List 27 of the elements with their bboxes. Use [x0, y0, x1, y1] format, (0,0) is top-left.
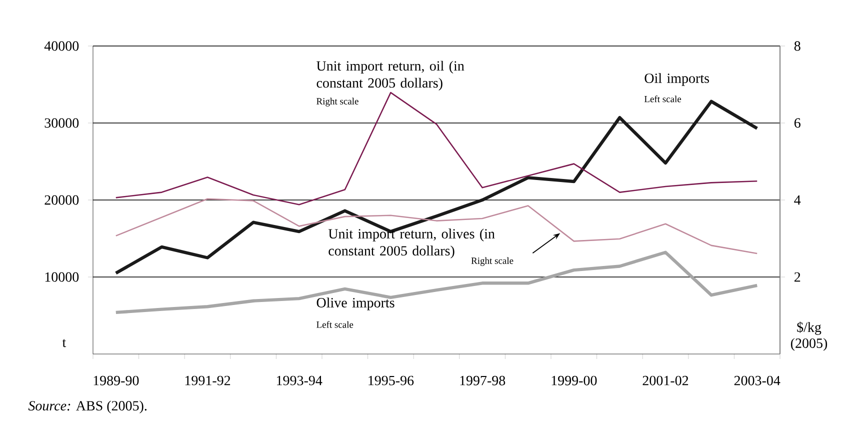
series-label: Oil imports: [644, 73, 710, 86]
series-label: Unit import return, olives (in constant 2005 dollars): [328, 228, 495, 258]
x-tick-label: 1995-96: [368, 376, 414, 386]
x-tick-label: 1989-90: [94, 376, 139, 386]
x-tick-label: 2001-02: [642, 376, 688, 386]
x-tick-label: 1997-98: [460, 376, 506, 386]
y2-tick-label: 8: [794, 41, 800, 51]
text: Source: ABS (2005).: [28, 400, 147, 414]
series-label: Unit import return, oil (in constant 2005 dollars): [316, 60, 464, 91]
y2-axis-title: $/kg (2005): [790, 322, 828, 351]
y2-tick-label: 4: [794, 195, 801, 205]
series-label: Olive imports: [316, 298, 394, 310]
annotation: Right scale: [471, 257, 514, 266]
y2-tick-label: 6: [794, 118, 800, 128]
y-tick-label: 10000: [45, 272, 79, 282]
y-tick-label: 40000: [44, 41, 79, 51]
annotation: Left scale: [644, 95, 682, 102]
x-tick-label: 1999-00: [552, 376, 597, 386]
x-tick-label: 1993-94: [276, 376, 322, 386]
y-tick-label: 30000: [44, 118, 79, 128]
x-tick-label: 1991-92: [185, 376, 230, 386]
annotation: Right scale: [316, 98, 358, 106]
x-tick-label: 2003-04: [734, 376, 780, 386]
annotation: Left scale: [316, 321, 354, 328]
y-tick-label: 20000: [44, 195, 79, 205]
y2-tick-label: 2: [794, 272, 800, 282]
y-axis-title: t: [62, 339, 66, 348]
